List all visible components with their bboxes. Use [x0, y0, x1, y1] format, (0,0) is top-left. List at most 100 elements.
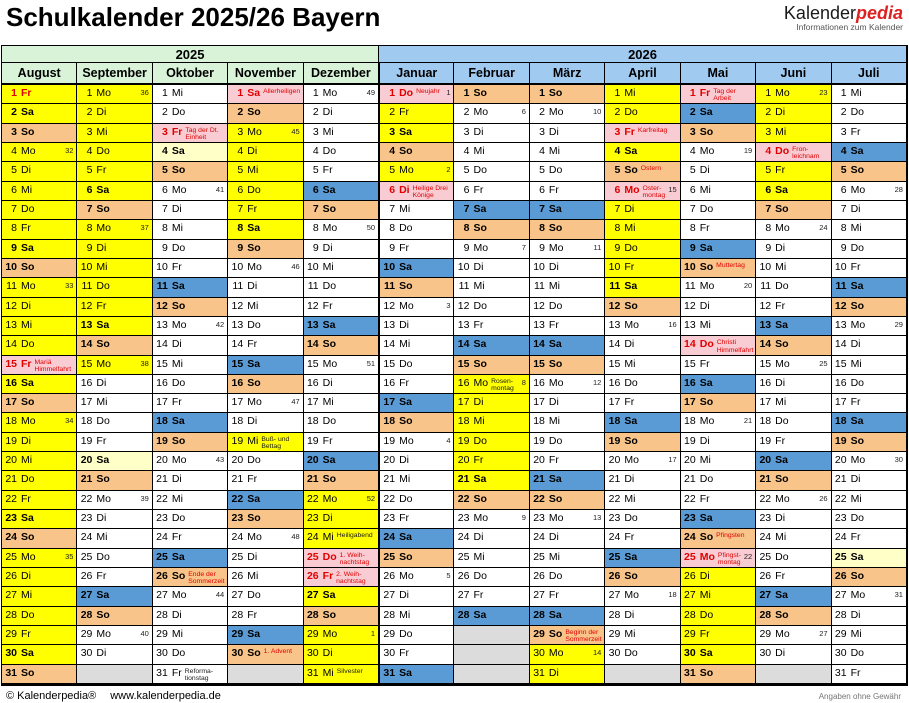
day-number: 23 — [156, 512, 168, 525]
day-cell-februar-15: 15 So — [454, 355, 530, 375]
weekday-label: Mi — [624, 222, 636, 235]
day-cell-juli-28: 28 Di — [831, 606, 907, 627]
day-number: 20 — [533, 454, 545, 467]
day-number: 4 — [463, 144, 470, 157]
day-cell-november-5: 5 Mi — [228, 162, 304, 182]
calendar-week-number: 9 — [521, 513, 526, 523]
weekday-label: So — [850, 570, 864, 583]
day-number: 19 — [231, 434, 244, 447]
weekday-label: Fr — [247, 608, 258, 621]
day-cell-august-16: 16 Sa — [2, 374, 78, 395]
day-number: 29 — [533, 628, 545, 641]
weekday-label: So — [322, 473, 337, 486]
day-cell-juni-1: 1 Mo 23 — [756, 85, 832, 105]
holiday-note: Tag der Dt. Einheit — [185, 126, 219, 141]
day-number: 27 — [759, 589, 772, 602]
weekday-label: Fr — [850, 125, 861, 138]
day-number: 8 — [312, 222, 319, 235]
weekday-label: Di — [322, 241, 333, 254]
weekday-label: Sa — [21, 106, 34, 119]
day-number: 9 — [689, 241, 696, 254]
weekday-label: So — [850, 164, 864, 177]
weekday-label: Fr — [171, 260, 182, 273]
day-number: 7 — [86, 202, 93, 215]
day-number: 30 — [156, 647, 168, 660]
weekday-label: Mi — [624, 628, 636, 641]
weekday-label: Di — [624, 202, 635, 215]
day-cell-august-27: 27 Mi — [2, 587, 78, 607]
day-cell-mai-6: 6 Mi — [680, 181, 757, 201]
day-cell-januar-16: 16 Fr — [379, 374, 455, 395]
day-cell-juni-15: 15 Mo 25 — [756, 355, 832, 375]
day-number: 11 — [307, 280, 319, 293]
day-number: 2 — [11, 106, 17, 119]
day-cell-februar-8: 8 So — [454, 220, 530, 240]
weekday-label: Do — [850, 647, 865, 660]
calendar-week-number: 42 — [215, 319, 225, 329]
holiday-note: Reforma-tionstag — [184, 667, 214, 682]
empty-cell — [228, 664, 304, 684]
day-number: 27 — [834, 589, 847, 602]
day-cell-dezember-3: 3 Mi — [303, 123, 380, 143]
day-number: 22 — [759, 492, 772, 505]
day-cell-juli-2: 2 Do — [831, 104, 907, 124]
weekday-label: Fr — [96, 299, 107, 312]
day-cell-oktober-21: 21 Di — [152, 471, 229, 491]
day-number: 20 — [684, 454, 696, 467]
day-number: 8 — [11, 222, 17, 235]
day-cell-mai-14: 14 Do Christi Himmelfahrt — [680, 336, 757, 356]
day-cell-dezember-9: 9 Di — [303, 239, 380, 259]
day-cell-november-9: 9 So — [228, 239, 304, 259]
holiday-note: Pfingst-montag — [717, 551, 741, 567]
day-cell-oktober-5: 5 So — [152, 162, 229, 182]
weekday-label: Fr — [850, 260, 861, 273]
day-number: 26 — [759, 570, 772, 583]
weekday-label: Fr — [548, 183, 559, 196]
weekday-label: Sa — [548, 338, 562, 351]
day-number: 4 — [765, 144, 772, 157]
day-cell-juni-20: 20 Sa — [756, 452, 832, 472]
day-number: 29 — [759, 628, 772, 641]
footer-url[interactable]: www.kalenderpedia.de — [110, 690, 221, 702]
day-cell-mai-3: 3 So — [680, 123, 757, 143]
weekday-label: Mo — [624, 454, 639, 467]
holiday-note: Heilige Drei Könige — [412, 184, 448, 199]
weekday-label: Di — [775, 376, 786, 389]
day-cell-april-2: 2 Do — [605, 104, 681, 124]
calendar-week-number: 2 — [446, 165, 451, 175]
day-number: 1 — [689, 87, 696, 99]
day-cell-märz-15: 15 So — [529, 355, 606, 375]
weekday-label: Mo — [96, 628, 111, 641]
empty-cell — [605, 664, 681, 684]
weekday-label: Do — [699, 473, 714, 486]
day-number: 24 — [834, 531, 847, 544]
day-cell-juni-10: 10 Mi — [756, 258, 832, 279]
holiday-note: Mariä Himmelfahrt — [34, 358, 72, 373]
day-number: 14 — [5, 338, 17, 351]
day-cell-august-31: 31 So — [2, 664, 78, 684]
weekday-label: Do — [775, 144, 790, 157]
day-number: 6 — [86, 183, 93, 196]
day-number: 1 — [86, 87, 93, 99]
day-cell-juli-10: 10 Fr — [831, 258, 907, 279]
day-number: 23 — [80, 512, 93, 525]
day-cell-august-4: 4 Mo 32 — [2, 142, 78, 163]
day-cell-november-4: 4 Di — [228, 142, 304, 163]
day-cell-dezember-28: 28 So — [303, 606, 380, 627]
weekday-label: Fr — [624, 396, 635, 409]
weekday-label: Fr — [322, 164, 333, 177]
day-cell-dezember-17: 17 Mi — [303, 394, 380, 414]
day-cell-januar-25: 25 So — [379, 548, 455, 569]
weekday-label: Fr — [624, 260, 635, 273]
day-number: 10 — [684, 260, 696, 273]
day-number: 26 — [457, 570, 470, 583]
day-number: 17 — [5, 396, 17, 409]
weekday-label: Sa — [247, 222, 261, 235]
day-number: 16 — [834, 376, 847, 389]
weekday-label: Di — [399, 589, 409, 602]
day-cell-mai-16: 16 Sa — [680, 374, 757, 395]
day-number: 30 — [80, 647, 93, 660]
day-cell-september-30: 30 Di — [77, 645, 153, 665]
weekday-label: So — [548, 628, 563, 641]
day-number: 3 — [840, 125, 847, 138]
